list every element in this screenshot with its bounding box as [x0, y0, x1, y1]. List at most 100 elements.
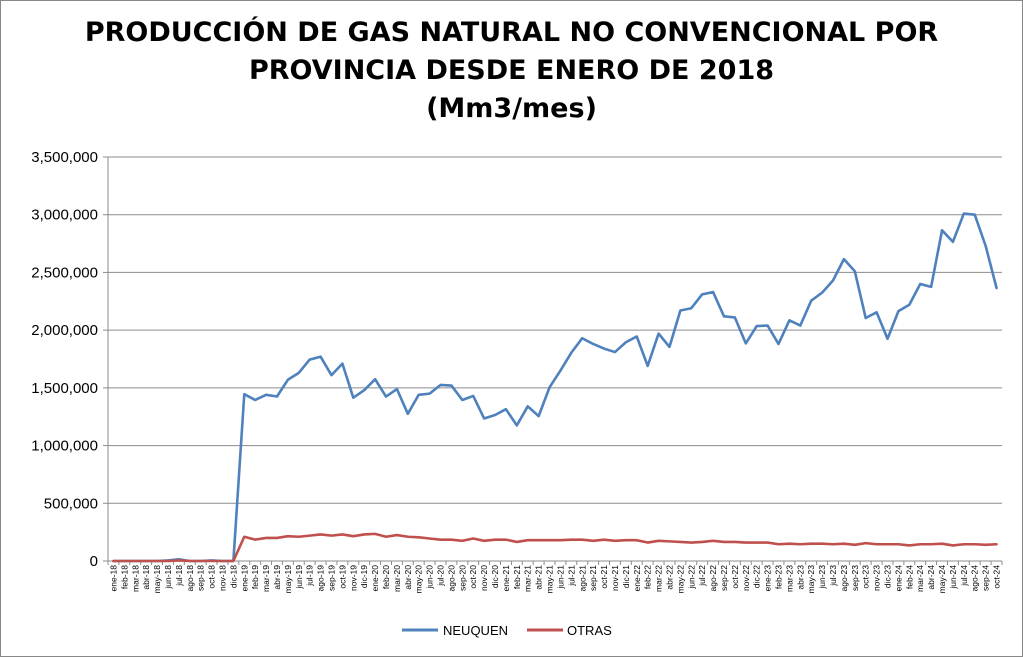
- x-tick-label: may-22: [675, 565, 685, 594]
- x-tick-label: abr-24: [926, 565, 936, 590]
- x-tick-label: dic-22: [752, 565, 762, 588]
- x-tick-label: mar-18: [130, 565, 140, 592]
- x-axis-tick-labels: ene-18 feb-18 mar-18 abr-18 may-18 jun-18 jul-…: [108, 565, 1001, 594]
- legend-label-otras: OTRAS: [567, 623, 612, 638]
- x-tick-label: dic-23: [883, 565, 893, 588]
- x-tick-label: dic-21: [621, 565, 631, 588]
- x-tick-label: mar-19: [261, 565, 271, 592]
- x-tick-label: ene-22: [632, 565, 642, 592]
- x-tick-label: oct-19: [337, 565, 347, 589]
- x-tick-label: jul-23: [828, 565, 838, 587]
- x-tick-label: abr-18: [141, 565, 151, 590]
- x-tick-label: feb-23: [774, 565, 784, 589]
- x-tick-label: ene-23: [763, 565, 773, 592]
- x-tick-label: ago-21: [577, 565, 587, 592]
- series-lines: [112, 212, 998, 563]
- x-tick-label: jun-18: [163, 565, 173, 590]
- series-line-otras: [112, 532, 998, 563]
- x-tick-label: sep-19: [327, 565, 337, 591]
- x-tick-label: ago-22: [708, 565, 718, 592]
- x-tick-label: may-19: [283, 565, 293, 594]
- x-tick-label: jun-20: [425, 565, 435, 590]
- x-tick-label: oct-23: [861, 565, 871, 589]
- x-tick-label: sep-24: [981, 565, 991, 591]
- x-tick-label: sep-23: [850, 565, 860, 591]
- x-tick-label: ene-20: [370, 565, 380, 592]
- x-tick-label: jun-21: [555, 565, 565, 590]
- x-tick-label: ene-24: [893, 565, 903, 592]
- x-tick-label: mar-24: [915, 565, 925, 592]
- legend: NEUQUEN OTRAS: [402, 623, 612, 638]
- chart-title: PRODUCCIÓN DE GAS NATURAL NO CONVENCIONA…: [0, 14, 1023, 128]
- x-tick-label: feb-22: [643, 565, 653, 589]
- chart-title-line-2: PROVINCIA DESDE ENERO DE 2018: [248, 55, 775, 86]
- x-tick-label: jul-18: [174, 565, 184, 587]
- x-tick-label: mar-20: [392, 565, 402, 592]
- x-tick-label: ago-23: [839, 565, 849, 592]
- y-tick-label: 1,500,000: [31, 380, 98, 397]
- x-tick-label: oct-22: [730, 565, 740, 589]
- y-tick-label: 2,000,000: [31, 322, 98, 339]
- legend-label-neuquen: NEUQUEN: [443, 623, 508, 638]
- x-tick-label: jul-22: [697, 565, 707, 587]
- x-tick-label: ago-18: [185, 565, 195, 592]
- x-tick-label: nov-19: [348, 565, 358, 591]
- x-tick-label: mar-23: [784, 565, 794, 592]
- x-tick-label: mar-22: [654, 565, 664, 592]
- x-tick-label: sep-21: [588, 565, 598, 591]
- x-tick-label: oct-24: [992, 565, 1002, 589]
- x-tick-label: may-21: [545, 565, 555, 594]
- x-tick-label: sep-20: [457, 565, 467, 591]
- x-tick-label: feb-20: [381, 565, 391, 589]
- x-tick-label: mar-21: [523, 565, 533, 592]
- x-tick-label: sep-22: [719, 565, 729, 591]
- x-tick-label: ene-18: [108, 565, 118, 592]
- x-tick-label: nov-20: [479, 565, 489, 591]
- x-tick-label: jun-24: [948, 565, 958, 590]
- chart-title-line-1: PRODUCCIÓN DE GAS NATURAL NO CONVENCIONA…: [84, 17, 939, 48]
- x-tick-label: abr-23: [795, 565, 805, 590]
- x-tick-label: feb-24: [904, 565, 914, 589]
- x-tick-label: may-24: [937, 565, 947, 594]
- x-tick-label: oct-21: [599, 565, 609, 589]
- y-tick-label: 1,000,000: [31, 438, 98, 455]
- x-tick-label: abr-21: [534, 565, 544, 590]
- x-tick-label: jun-23: [817, 565, 827, 590]
- x-tick-label: ago-19: [316, 565, 326, 592]
- axes: [103, 156, 1003, 565]
- x-tick-label: jul-24: [959, 565, 969, 587]
- series-line-neuquen: [112, 212, 998, 563]
- x-tick-label: jul-19: [305, 565, 315, 587]
- x-tick-label: jun-22: [686, 565, 696, 590]
- gridlines: [108, 156, 1002, 504]
- x-tick-label: may-20: [414, 565, 424, 594]
- x-tick-label: feb-18: [119, 565, 129, 589]
- x-tick-label: oct-18: [207, 565, 217, 589]
- x-tick-label: jul-20: [436, 565, 446, 587]
- x-tick-label: nov-21: [610, 565, 620, 591]
- y-tick-label: 500,000: [44, 495, 98, 512]
- y-axis-tick-labels: 0 500,000 1,000,000 1,500,000 2,000,000 2,500…: [31, 149, 98, 570]
- x-tick-label: nov-22: [741, 565, 751, 591]
- x-tick-label: dic-19: [359, 565, 369, 588]
- y-tick-label: 3,500,000: [31, 149, 98, 166]
- x-tick-label: feb-19: [250, 565, 260, 589]
- x-tick-label: ago-24: [970, 565, 980, 592]
- chart-title-line-3: (Mm3/mes): [426, 93, 597, 124]
- x-tick-label: abr-20: [403, 565, 413, 590]
- x-tick-label: ago-20: [446, 565, 456, 592]
- x-tick-label: jul-21: [566, 565, 576, 587]
- x-tick-label: nov-23: [872, 565, 882, 591]
- y-tick-label: 0: [90, 553, 98, 570]
- x-tick-label: may-18: [152, 565, 162, 594]
- x-tick-label: dic-20: [490, 565, 500, 588]
- x-tick-label: nov-18: [217, 565, 227, 591]
- x-tick-label: oct-20: [468, 565, 478, 589]
- x-tick-label: jun-19: [294, 565, 304, 590]
- y-tick-label: 3,000,000: [31, 207, 98, 224]
- x-tick-label: ene-19: [239, 565, 249, 592]
- x-tick-label: ene-21: [501, 565, 511, 592]
- y-tick-label: 2,500,000: [31, 264, 98, 281]
